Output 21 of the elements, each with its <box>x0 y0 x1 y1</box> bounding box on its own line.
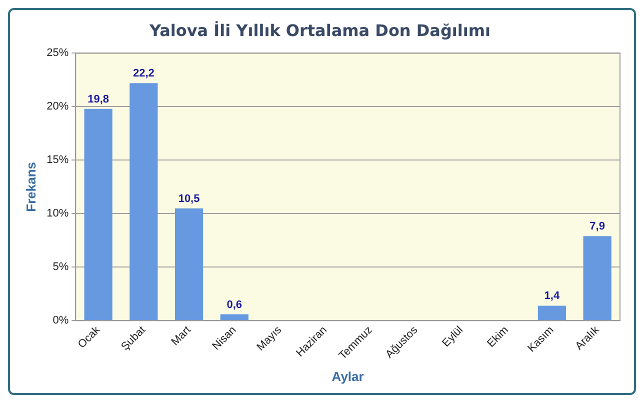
bar <box>174 208 204 320</box>
y-tick-label: 25% <box>46 47 69 60</box>
y-tick-label: 10% <box>46 208 69 220</box>
bar <box>583 236 612 320</box>
y-tick-label: 0% <box>52 314 69 327</box>
data-label: 1,4 <box>544 290 560 302</box>
chart-title: Yalova İli Yıllık Ortalama Don Dağılımı <box>148 20 491 40</box>
bar <box>130 83 158 320</box>
bar <box>84 108 112 320</box>
y-tick-label: 20% <box>46 100 69 113</box>
data-label: 7,9 <box>590 220 605 233</box>
bar <box>220 314 248 320</box>
data-label: 0,6 <box>226 298 242 311</box>
data-label: 22,2 <box>132 68 154 80</box>
data-label: 10,5 <box>178 192 200 205</box>
y-axis-title: Frekans <box>23 162 38 212</box>
data-label: 19,8 <box>88 93 110 106</box>
bar <box>538 306 566 320</box>
y-tick-label: 15% <box>46 154 69 166</box>
x-axis-title: Aylar <box>332 368 364 384</box>
y-tick-label: 5% <box>52 261 69 274</box>
